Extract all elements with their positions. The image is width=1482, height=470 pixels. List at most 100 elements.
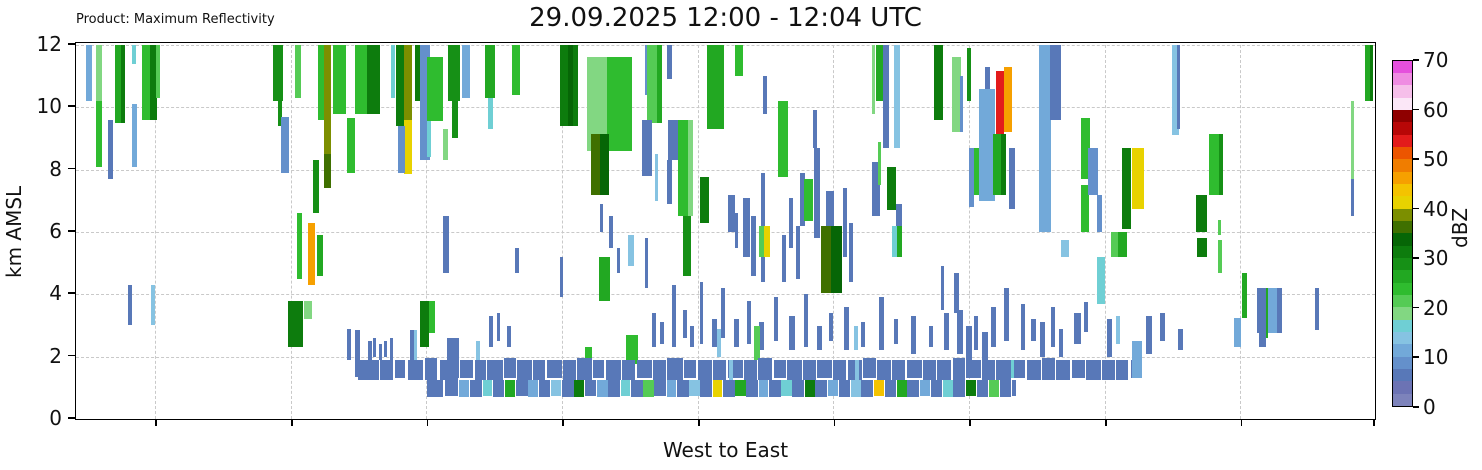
reflectivity-bar — [120, 45, 125, 123]
reflectivity-bar — [142, 45, 150, 120]
reflectivity-bar — [861, 322, 866, 348]
reflectivity-bar — [907, 380, 920, 397]
reflectivity-bar — [954, 272, 960, 314]
y-tick-mark — [68, 167, 75, 170]
reflectivity-bar — [273, 45, 284, 102]
reflectivity-bar — [734, 213, 738, 248]
colorbar-step — [1393, 356, 1412, 370]
reflectivity-bar — [894, 45, 900, 148]
reflectivity-bar — [333, 45, 346, 114]
reflectivity-bar — [132, 104, 137, 167]
reflectivity-bar — [1314, 288, 1319, 331]
reflectivity-bar — [922, 359, 936, 381]
reflectivity-bar — [735, 45, 743, 77]
reflectivity-bar — [1042, 358, 1055, 381]
reflectivity-bar — [813, 147, 821, 239]
grid-line-y — [76, 45, 1375, 46]
reflectivity-bar — [763, 225, 771, 257]
colorbar-tick-mark — [1413, 59, 1419, 61]
reflectivity-bar — [1004, 288, 1010, 342]
reflectivity-bar — [379, 344, 382, 360]
x-tick-mark — [426, 420, 429, 426]
grid-line-x — [426, 45, 428, 419]
reflectivity-bar — [475, 341, 481, 379]
reflectivity-bar — [951, 57, 962, 133]
reflectivity-bar — [443, 129, 448, 161]
reflectivity-bar — [427, 121, 432, 158]
reflectivity-bar — [1026, 359, 1042, 381]
reflectivity-bar — [428, 300, 436, 334]
y-tick-mark — [68, 292, 75, 294]
reflectivity-bar — [1050, 306, 1055, 348]
reflectivity-bar — [414, 330, 418, 379]
reflectivity-bar — [1350, 101, 1354, 179]
reflectivity-bar — [959, 76, 963, 133]
reflectivity-bar — [295, 45, 301, 98]
colorbar-tick-mark — [1413, 406, 1419, 408]
colorbar-tick-label: 30 — [1423, 246, 1449, 271]
reflectivity-bar — [1256, 288, 1269, 334]
reflectivity-bar — [789, 316, 795, 351]
reflectivity-bar — [861, 380, 873, 397]
reflectivity-bar — [1083, 302, 1088, 332]
reflectivity-bar — [1217, 239, 1223, 273]
reflectivity-bar — [1030, 319, 1036, 342]
reflectivity-bar — [762, 76, 767, 114]
reflectivity-bar — [644, 45, 649, 95]
reflectivity-bar — [1000, 133, 1006, 195]
reflectivity-bar — [355, 330, 360, 377]
reflectivity-bar — [1074, 313, 1081, 345]
colorbar-step — [1393, 110, 1412, 123]
reflectivity-bar — [1009, 147, 1016, 209]
reflectivity-bar — [721, 288, 726, 338]
reflectivity-bar — [879, 297, 884, 351]
y-tick-label: 0 — [49, 406, 62, 430]
reflectivity-bar — [641, 119, 652, 176]
plot-area — [75, 42, 1376, 420]
reflectivity-bar — [316, 235, 323, 276]
y-tick-label: 10 — [36, 94, 62, 119]
reflectivity-bar — [636, 359, 652, 379]
reflectivity-bar — [278, 101, 283, 127]
reflectivity-bar — [1096, 256, 1105, 304]
reflectivity-bar — [727, 194, 736, 232]
reflectivity-bar — [666, 380, 677, 397]
reflectivity-bar — [1040, 322, 1045, 357]
reflectivity-bar — [358, 359, 380, 381]
colorbar-tick-label: 0 — [1423, 395, 1436, 419]
colorbar-step — [1393, 122, 1412, 135]
reflectivity-bar — [551, 380, 562, 396]
reflectivity-bar — [817, 325, 822, 351]
reflectivity-bar — [976, 380, 989, 397]
colorbar-step — [1393, 369, 1412, 382]
colorbar-tick-label: 50 — [1423, 147, 1449, 172]
grid-line-y — [76, 356, 1375, 358]
reflectivity-bar — [773, 359, 786, 379]
x-tick-mark — [291, 420, 293, 426]
reflectivity-bar — [1265, 288, 1269, 338]
reflectivity-bar — [937, 359, 952, 381]
colorbar-step — [1393, 208, 1412, 222]
reflectivity-bar — [567, 45, 574, 127]
grid-line-x — [968, 45, 970, 419]
reflectivity-bar — [667, 119, 680, 161]
reflectivity-bar — [398, 126, 405, 173]
colorbar-tick-mark — [1413, 158, 1419, 160]
reflectivity-bar — [1116, 316, 1121, 345]
reflectivity-bar — [969, 147, 975, 208]
reflectivity-bar — [850, 380, 861, 397]
reflectivity-bar — [390, 337, 394, 360]
x-tick-mark — [155, 420, 157, 426]
reflectivity-bar — [1011, 380, 1016, 396]
reflectivity-bar — [792, 380, 805, 397]
reflectivity-bar — [626, 334, 639, 365]
reflectivity-bar — [893, 319, 898, 345]
reflectivity-bar — [684, 359, 697, 379]
colorbar-step — [1393, 307, 1412, 320]
colorbar-tick-mark — [1413, 257, 1419, 259]
reflectivity-bar — [347, 328, 351, 360]
reflectivity-bar — [833, 359, 847, 381]
reflectivity-bar — [815, 380, 827, 397]
reflectivity-bar — [373, 337, 376, 357]
reflectivity-bar — [652, 359, 666, 381]
